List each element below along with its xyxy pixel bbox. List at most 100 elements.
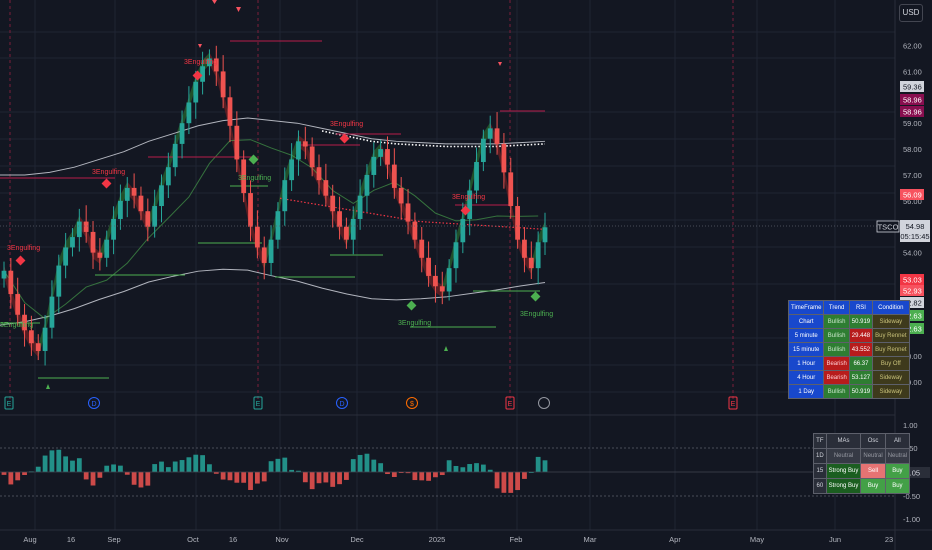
oscillator-value-tag: -0.05	[898, 467, 930, 478]
oscillator-bar	[302, 472, 308, 483]
oscillator-bar	[330, 472, 336, 487]
symbol-price-tag: TSCO 54.98 05:15:45	[876, 220, 930, 242]
price-tag	[900, 106, 924, 117]
candle-body	[522, 239, 527, 258]
candle-body	[35, 343, 41, 351]
time-tick-label: Feb	[510, 535, 523, 544]
candle-body	[97, 252, 103, 258]
oscillator-bar	[405, 472, 411, 474]
event-markers[interactable]: E D E D $ E E	[4, 396, 738, 410]
event-marker-icon	[406, 397, 418, 409]
oscillator-bar	[15, 472, 21, 481]
oscillator-bar	[522, 472, 527, 479]
candle-body	[296, 141, 301, 160]
oscillator-histogram	[1, 449, 548, 493]
time-tick-label: Apr	[669, 535, 681, 544]
candle-body	[8, 270, 14, 295]
oscillator-bar	[371, 459, 377, 472]
oscillator-bar	[460, 467, 466, 472]
candle-body	[261, 247, 267, 263]
price-tag	[900, 94, 924, 105]
engulfing-label: 3Engulfing	[520, 311, 553, 318]
candle-body	[446, 268, 452, 292]
event-marker-label: E	[7, 401, 12, 408]
engulfing-label: 3Engulfing	[7, 245, 40, 252]
oscillator-bar	[337, 472, 342, 485]
candle-body	[378, 149, 384, 157]
time-tick-label: Sep	[107, 535, 120, 544]
event-marker-icon	[253, 396, 263, 410]
oscillator-bar	[467, 464, 473, 472]
oscillator-bar	[138, 472, 144, 488]
table-row: 1D Neutral Neutral Neutral	[813, 448, 911, 464]
oscillator-bar	[172, 461, 178, 472]
oscillator-value: -0.05	[903, 469, 920, 478]
price-tag-value: 52.63	[903, 325, 922, 334]
candle-body	[124, 187, 130, 201]
ma-oscillator-table: TF MAs Osc All 1D Neutral Neutral Neutral 15 Stro…	[813, 433, 911, 494]
candle-body	[76, 221, 82, 238]
oscillator-bar	[118, 465, 123, 472]
table-cell: Buy Off	[872, 356, 910, 371]
table-header-cell: TF	[813, 433, 827, 449]
oscillator-bar	[391, 472, 397, 477]
candle-body	[467, 190, 473, 219]
price-tag	[900, 189, 924, 200]
table-cell: 5 minute	[787, 328, 825, 343]
oscillator-bar	[104, 465, 110, 472]
oscillator-bar	[487, 469, 493, 472]
price-tick-label: 59.00	[903, 119, 922, 128]
event-marker-icon	[4, 396, 14, 410]
oscillator-bar	[63, 456, 69, 472]
candle-body	[56, 265, 62, 297]
engulfing-label: 3Engulfing	[330, 121, 363, 128]
price-tag-value: 52.82	[903, 299, 922, 308]
oscillator-bar	[124, 472, 130, 475]
candle-body	[419, 239, 425, 258]
table-cell: 1D	[813, 448, 827, 464]
ribbon-segment	[127, 181, 135, 202]
candle-body	[453, 242, 459, 269]
time-tick-label: 16	[67, 535, 75, 544]
oscillator-bar	[385, 472, 390, 475]
oscillator-bar	[200, 455, 205, 472]
table-cell: 29.448	[848, 328, 874, 343]
oscillator-bar	[241, 472, 247, 483]
event-marker-icon	[728, 396, 738, 410]
table-cell: Bearish	[823, 356, 850, 371]
table-cell: Sideway	[872, 384, 910, 399]
candle-body	[159, 185, 164, 207]
oscillator-bar	[419, 472, 425, 481]
bar-countdown: 05:15:45	[900, 232, 929, 241]
oscillator-bar	[186, 457, 192, 472]
timeframe-trend-table: TimeFrame Trend RSI Condition Chart Bullish 50…	[787, 300, 910, 399]
table-row: 15 Strong Buy Sell Buy	[813, 463, 911, 479]
candle-body	[131, 187, 137, 196]
candle-body	[152, 206, 158, 227]
candle-body	[138, 195, 144, 212]
table-row: Chart Bullish 50.919 Sideway	[787, 314, 910, 329]
dotted-upper-average	[321, 130, 546, 148]
time-axis[interactable]: Aug 16 Sep Oct 16 Nov Dec 2025 Feb Mar Apr May Jun 23	[23, 535, 893, 544]
table-cell: Buy	[884, 463, 911, 479]
table-header-cell: Trend	[823, 300, 850, 315]
table-cell: 1 Hour	[787, 356, 825, 371]
candle-body	[412, 221, 418, 240]
table-cell: 4 Hour	[787, 370, 825, 385]
table-cell: Chart	[787, 314, 825, 329]
engulfing-label: 3Engulfing	[398, 320, 431, 327]
oscillator-axis[interactable]: 1.00 0.50 -0.50 -1.00	[903, 421, 920, 524]
currency-button[interactable]: USD	[899, 4, 923, 22]
price-tick-label: 57.00	[903, 171, 922, 180]
oscillator-value-badge	[898, 467, 930, 478]
table-cell: Buy	[884, 478, 911, 494]
green-moving-average	[3, 139, 539, 320]
candle-body	[433, 275, 438, 287]
oscillator-bar	[344, 472, 349, 480]
table-cell: Sell	[860, 463, 886, 479]
candle-body	[1, 270, 7, 279]
candle-body	[104, 239, 110, 258]
table-row: 4 Hour Bearish 53.127 Sideway	[787, 370, 910, 385]
table-cell: Bullish	[823, 342, 850, 357]
